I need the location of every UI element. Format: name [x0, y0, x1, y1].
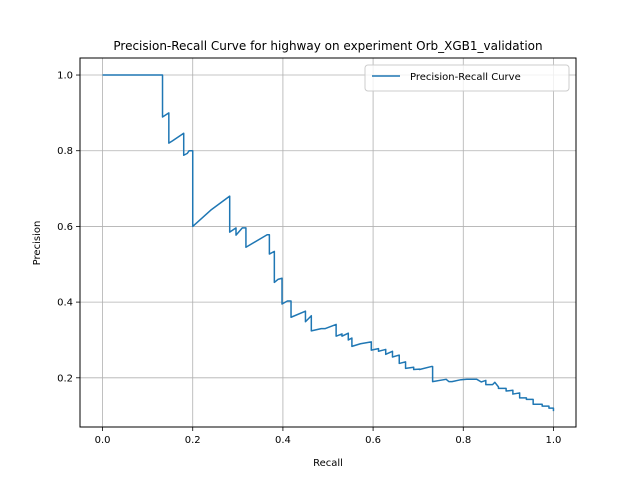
x-tick-label: 0.8	[455, 435, 471, 446]
x-tick-label: 1.0	[546, 435, 562, 446]
legend: Precision-Recall Curve	[364, 64, 570, 92]
plot-area-frame	[79, 57, 577, 428]
y-tick-label: 0.8	[57, 146, 73, 157]
x-tick-label: 0.4	[275, 435, 291, 446]
y-axis-ticks: 0.2 0.4 0.6 0.8 1.0	[57, 71, 80, 384]
x-tick-label: 0.0	[95, 435, 111, 446]
y-tick-label: 0.4	[57, 298, 73, 309]
y-tick-label: 0.6	[57, 222, 73, 233]
series-line-precision-recall-curve	[102, 74, 555, 412]
data-series-layer	[102, 74, 555, 412]
x-tick-label: 0.6	[365, 435, 381, 446]
chart-title: Precision-Recall Curve for highway on ex…	[113, 39, 542, 53]
y-tick-label: 0.2	[57, 373, 73, 384]
x-tick-label: 0.2	[185, 435, 201, 446]
legend-box	[364, 64, 570, 92]
x-axis-ticks: 0.0 0.2 0.4 0.6 0.8 1.0	[95, 427, 562, 446]
x-axis-label: Recall	[313, 458, 343, 469]
y-tick-label: 1.0	[57, 71, 73, 82]
legend-entry-precision-recall-curve: Precision-Recall Curve	[410, 72, 521, 83]
y-axis-label: Precision	[32, 221, 43, 266]
